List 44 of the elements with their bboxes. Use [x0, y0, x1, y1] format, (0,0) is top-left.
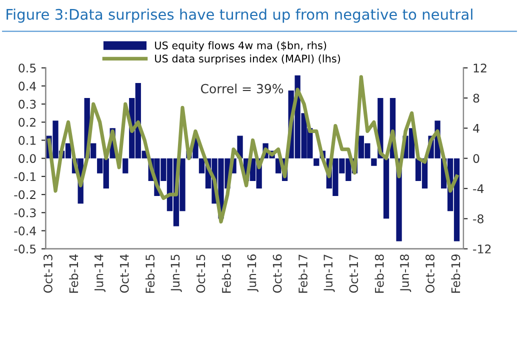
x-tick-label: Jun-17: [324, 254, 335, 292]
chart-title: Figure 3:Data surprises have turned up from negative to neutral: [6, 8, 472, 23]
bar: [371, 158, 377, 166]
y-tick-label: 0.0: [18, 154, 36, 163]
x-tick-label: Oct-18: [426, 254, 434, 293]
x-tick-label: Feb-18: [374, 254, 384, 293]
annotation: Correl = 39%: [200, 84, 284, 94]
x-tick-label: Jun-18: [400, 254, 412, 292]
legend-label: US equity flows 4w ma ($bn, rhs): [155, 41, 326, 52]
bar: [122, 158, 128, 174]
bar: [383, 158, 390, 219]
y-tick-label: -0.1: [14, 172, 36, 182]
y2-tick-label: -12: [473, 244, 491, 254]
y2-tick-label: -8: [473, 214, 484, 224]
x-tick-label: Feb-17: [298, 254, 308, 293]
x-tick-label: Oct-13: [44, 254, 52, 293]
y2-tick-label: 0: [473, 154, 480, 163]
x-tick-label: Feb-16: [222, 254, 231, 293]
y2-tick-label: 8: [473, 94, 480, 103]
x-tick-label: Jun-15: [170, 254, 182, 292]
x-tick-label: Jun-14: [94, 254, 106, 292]
y-tick-label: 0.5: [18, 64, 36, 73]
y-tick-label: 0.4: [18, 82, 36, 91]
x-tick-label: Feb-15: [145, 254, 155, 293]
x-tick-label: Jun-16: [247, 254, 258, 292]
y-tick-label: 0.3: [18, 100, 36, 109]
y2-tick-label: 12: [474, 64, 486, 72]
x-tick-label: Feb-19: [451, 254, 460, 293]
y-tick-label: -0.2: [14, 190, 36, 200]
bar: [314, 158, 320, 166]
line-series: [47, 75, 459, 224]
y-tick-label: -0.3: [14, 208, 36, 218]
y-tick-label: 0.1: [18, 136, 36, 145]
x-tick-label: Oct-16: [272, 254, 282, 293]
legend-label: US data surprises index (MAPI) (lhs): [155, 54, 340, 65]
y2-tick-label: -4: [473, 184, 484, 193]
x-tick-label: Oct-17: [349, 254, 358, 293]
x-tick-label: Oct-14: [120, 254, 129, 293]
x-tick-label: Feb-14: [69, 254, 78, 293]
y-tick-label: 0.2: [18, 118, 36, 127]
y-tick-label: -0.4: [14, 226, 36, 236]
x-tick-label: Oct-15: [196, 254, 206, 293]
y-tick-label: -0.5: [14, 244, 36, 254]
y2-tick-label: 4: [473, 124, 480, 133]
